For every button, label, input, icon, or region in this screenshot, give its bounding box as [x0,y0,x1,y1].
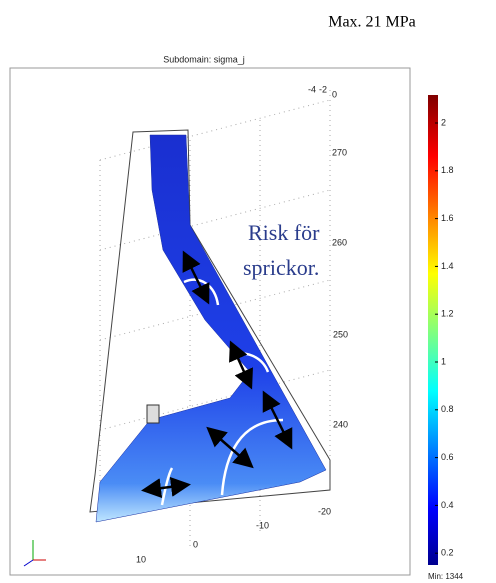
axis-label: 240 [333,419,348,429]
axis-label: 0 [332,89,337,99]
colorbar-label: 0.6 [441,452,454,462]
annotation: Risk för [248,220,320,245]
annotation: sprickor. [243,255,319,280]
axis-label: 0 [193,539,198,549]
dam-outline [89,129,331,513]
colorbar-label: 2 [441,117,446,127]
axis-label: -10 [256,520,269,530]
axis-label: 270 [332,147,347,157]
axis-label: -4 [308,84,316,94]
axis-triad [23,540,46,567]
max-label: Max. 21 MPa [328,14,416,31]
colorbar-label: 0.2 [441,548,454,558]
colorbar-label: 1.4 [441,261,454,271]
colorbar [428,95,438,565]
colorbar-label: 0.8 [441,404,454,414]
colorbar-label: 1 [441,356,446,366]
axis-label: 10 [136,554,146,564]
colorbar-label: 0.4 [441,500,454,510]
axis-label: 250 [333,329,348,339]
plot-title: Subdomain: sigma_j [163,54,245,64]
arrows [141,250,293,499]
axis-label: -2 [319,84,327,94]
axis-label: 260 [332,237,347,247]
min-label: Min: 1344 [428,572,464,581]
gallery [146,404,160,424]
axis-label: -20 [318,506,331,516]
colorbar-label: 1.2 [441,309,454,319]
colorbar-label: 1.6 [441,213,454,223]
colorbar-label: 1.8 [441,165,454,175]
